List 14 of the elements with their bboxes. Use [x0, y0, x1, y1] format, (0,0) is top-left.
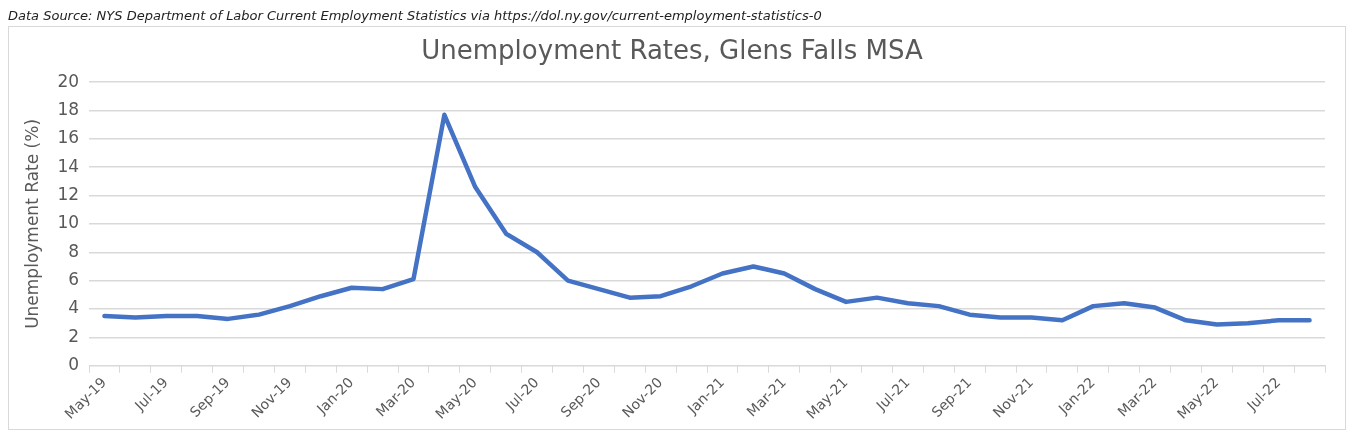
y-axis-title: Unemployment Rate (%) — [21, 118, 42, 329]
y-tick-label: 2 — [68, 325, 80, 346]
y-tick-label: 6 — [68, 269, 80, 290]
y-tick-label: 4 — [68, 297, 80, 318]
y-tick-label: 20 — [57, 70, 80, 91]
chart-title: Unemployment Rates, Glens Falls MSA — [421, 35, 923, 66]
y-tick-label: 10 — [57, 212, 80, 233]
source-note: Data Source: NYS Department of Labor Current Employment Statistics via https://dol.ny.gov/current-employment-statistics-0 — [8, 8, 823, 25]
y-tick-label: 0 — [68, 354, 80, 375]
y-tick-label: 16 — [57, 127, 80, 148]
y-tick-label: 8 — [68, 240, 80, 261]
y-tick-label: 12 — [57, 184, 80, 205]
y-tick-label: 18 — [57, 98, 80, 119]
y-tick-label: 14 — [57, 155, 80, 176]
